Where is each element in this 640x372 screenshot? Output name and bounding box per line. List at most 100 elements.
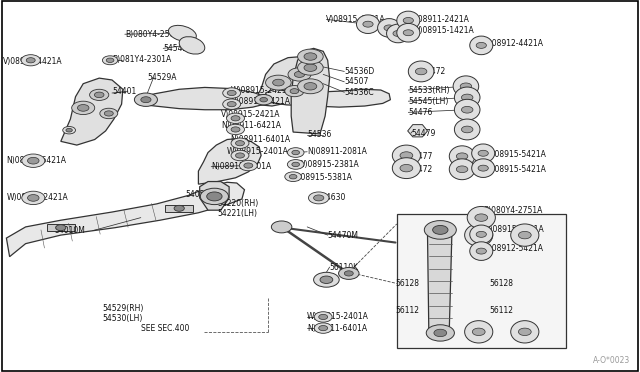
Text: 54401: 54401: [112, 87, 136, 96]
Ellipse shape: [449, 146, 475, 167]
Circle shape: [314, 195, 324, 201]
Text: 56112: 56112: [396, 306, 420, 315]
Circle shape: [287, 160, 304, 169]
Ellipse shape: [511, 321, 539, 343]
Polygon shape: [6, 182, 244, 257]
Circle shape: [223, 99, 241, 109]
Circle shape: [314, 323, 332, 333]
Text: 54536D: 54536D: [344, 67, 374, 76]
Ellipse shape: [179, 37, 205, 54]
Text: 54010M: 54010M: [54, 226, 85, 235]
Text: 54470M: 54470M: [328, 231, 358, 240]
Circle shape: [314, 272, 339, 287]
Circle shape: [472, 328, 485, 336]
Text: SEE SEC.400: SEE SEC.400: [141, 324, 189, 333]
Text: 54530(LH): 54530(LH): [102, 314, 143, 323]
Polygon shape: [47, 224, 75, 231]
Circle shape: [223, 88, 241, 98]
Circle shape: [90, 89, 109, 100]
Ellipse shape: [454, 87, 480, 108]
Circle shape: [63, 126, 76, 134]
Circle shape: [384, 25, 394, 31]
Circle shape: [239, 160, 257, 171]
Circle shape: [292, 162, 300, 167]
Ellipse shape: [511, 224, 539, 246]
Text: N)08911-2421A: N)08911-2421A: [410, 15, 470, 24]
Ellipse shape: [472, 159, 495, 177]
Text: 56110K: 56110K: [330, 263, 359, 272]
Text: 54477: 54477: [408, 153, 433, 161]
Ellipse shape: [408, 61, 434, 82]
Circle shape: [100, 108, 118, 119]
Text: 54221(LH): 54221(LH): [218, 209, 258, 218]
Text: B)080Y4-2501A: B)080Y4-2501A: [125, 30, 184, 39]
Polygon shape: [266, 89, 390, 107]
Ellipse shape: [392, 158, 420, 179]
Text: 54472: 54472: [408, 165, 433, 174]
Ellipse shape: [387, 24, 410, 43]
Polygon shape: [200, 182, 229, 210]
Circle shape: [28, 157, 39, 164]
Text: W)08915-2421A: W)08915-2421A: [483, 225, 545, 234]
Text: W)08915-1421A: W)08915-1421A: [413, 26, 474, 35]
Circle shape: [476, 248, 486, 254]
Text: V)08915-2421A: V)08915-2421A: [221, 110, 280, 119]
Circle shape: [304, 64, 317, 71]
Text: 54630: 54630: [321, 193, 346, 202]
Ellipse shape: [465, 224, 493, 246]
Text: W)08915-2401A: W)08915-2401A: [307, 312, 369, 321]
Circle shape: [461, 126, 473, 133]
Text: W)08915-2381A: W)08915-2381A: [298, 160, 359, 169]
Text: N)08915-5401A: N)08915-5401A: [211, 162, 271, 171]
Text: 54476: 54476: [408, 108, 433, 117]
Text: 54533(RH): 54533(RH): [408, 86, 450, 94]
Text: N)08911-6401A: N)08911-6401A: [230, 135, 291, 144]
Circle shape: [236, 153, 244, 158]
Circle shape: [227, 113, 244, 124]
Circle shape: [134, 93, 157, 106]
Circle shape: [266, 75, 291, 90]
Text: 54542: 54542: [163, 44, 188, 53]
Circle shape: [298, 49, 323, 64]
Text: 54479: 54479: [411, 129, 435, 138]
Text: N)08912-4421A: N)08912-4421A: [483, 39, 543, 48]
Text: 54507: 54507: [344, 77, 369, 86]
Ellipse shape: [470, 225, 493, 244]
Circle shape: [476, 231, 486, 237]
Ellipse shape: [397, 11, 420, 30]
Ellipse shape: [397, 23, 420, 42]
Circle shape: [141, 97, 151, 103]
Circle shape: [200, 188, 228, 205]
Text: V)08915-4421A: V)08915-4421A: [326, 15, 386, 24]
Circle shape: [273, 79, 284, 86]
Polygon shape: [291, 48, 330, 134]
Circle shape: [289, 174, 297, 179]
Circle shape: [426, 325, 454, 341]
Circle shape: [260, 97, 268, 102]
Text: N)08912-5421A: N)08912-5421A: [483, 244, 543, 253]
Text: V)08915-4421A: V)08915-4421A: [3, 57, 63, 66]
Polygon shape: [61, 78, 123, 145]
Circle shape: [231, 138, 249, 148]
Circle shape: [292, 150, 300, 155]
Ellipse shape: [454, 119, 480, 140]
Circle shape: [320, 276, 333, 283]
Circle shape: [294, 71, 305, 77]
Circle shape: [231, 127, 240, 132]
Circle shape: [434, 329, 447, 337]
Text: W)08915-5381A: W)08915-5381A: [291, 173, 353, 182]
Text: W)08915-2401A: W)08915-2401A: [227, 147, 289, 156]
Circle shape: [106, 58, 114, 62]
Circle shape: [227, 90, 236, 96]
Ellipse shape: [470, 242, 493, 260]
Text: N)08911-6421A: N)08911-6421A: [221, 121, 281, 130]
Text: 54529A: 54529A: [147, 73, 177, 82]
Circle shape: [244, 163, 253, 168]
Circle shape: [456, 166, 468, 173]
Text: N)08911-6401A: N)08911-6401A: [307, 324, 367, 333]
Circle shape: [66, 128, 72, 132]
Circle shape: [227, 102, 236, 107]
Circle shape: [518, 231, 531, 239]
Circle shape: [22, 154, 45, 167]
Circle shape: [21, 55, 40, 66]
